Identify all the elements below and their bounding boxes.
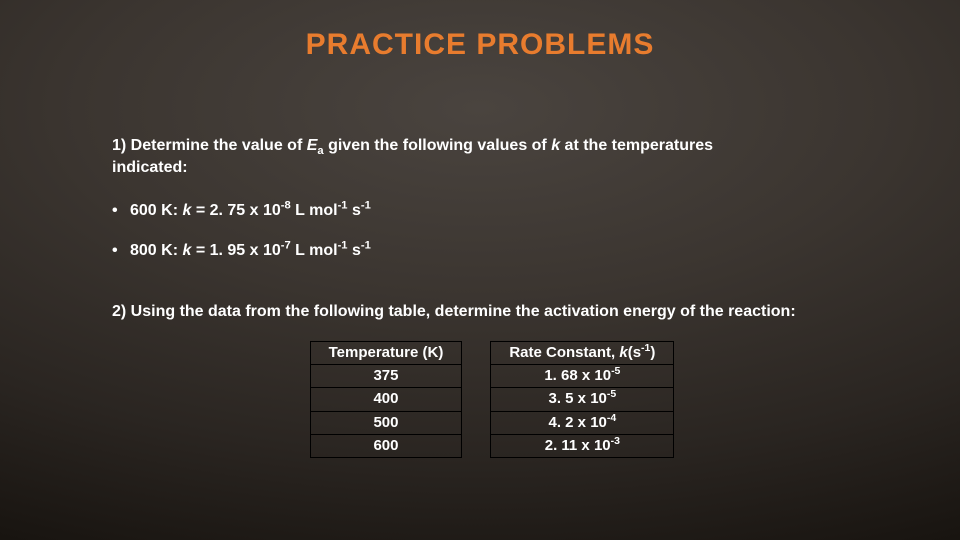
q2-text: 2) Using the data from the following tab… <box>112 303 796 320</box>
table-spacer <box>462 365 491 388</box>
data-table-wrap: Temperature (K) Rate Constant, k(s-1) 37… <box>112 341 872 458</box>
table-cell-temp: 500 <box>310 411 462 434</box>
bullet-u2exp: -1 <box>361 239 371 251</box>
table-head-rate: Rate Constant, k(s-1) <box>491 341 674 364</box>
q1-suffix: at the temperatures <box>560 137 713 154</box>
bullet-exp: -7 <box>281 239 291 251</box>
table-cell-rate: 4. 2 x 10-4 <box>491 411 674 434</box>
th-p2: ) <box>650 344 655 361</box>
q1-mid: given the following values of <box>324 137 552 154</box>
slide-body: 1) Determine the value of Ea given the f… <box>112 135 872 458</box>
bullet-unit2: s <box>348 242 361 259</box>
table-spacer <box>462 388 491 411</box>
table-row: 500 4. 2 x 10-4 <box>310 411 674 434</box>
bullet-temp: 600 K: <box>130 202 182 219</box>
question-1: 1) Determine the value of Ea given the f… <box>112 135 872 178</box>
cell-exp: -5 <box>607 388 616 400</box>
bullet-item: 800 K: k = 1. 95 x 10-7 L mol-1 s-1 <box>112 240 872 262</box>
cell-base: 3. 5 x 10 <box>549 390 607 407</box>
table-cell-temp: 600 <box>310 434 462 457</box>
q1-var-E: E <box>307 137 318 154</box>
bullet-unit1: L mol <box>291 242 338 259</box>
table-spacer <box>462 434 491 457</box>
cell-exp: -5 <box>611 365 620 377</box>
data-table: Temperature (K) Rate Constant, k(s-1) 37… <box>310 341 675 458</box>
q1-line2: indicated: <box>112 159 188 176</box>
table-spacer <box>462 341 491 364</box>
question-2: 2) Using the data from the following tab… <box>112 301 872 323</box>
table-row: 600 2. 11 x 10-3 <box>310 434 674 457</box>
table-cell-temp: 375 <box>310 365 462 388</box>
bullet-u1exp: -1 <box>338 239 348 251</box>
cell-base: 1. 68 x 10 <box>544 367 611 384</box>
table-row: 375 1. 68 x 10-5 <box>310 365 674 388</box>
cell-exp: -3 <box>611 435 620 447</box>
th-k: k <box>619 344 627 361</box>
q1-k: k <box>551 137 560 154</box>
slide: PRACTICE PROBLEMS 1) Determine the value… <box>0 0 960 540</box>
bullet-u2exp: -1 <box>361 200 371 212</box>
bullet-unit1: L mol <box>291 202 338 219</box>
table-cell-rate: 1. 68 x 10-5 <box>491 365 674 388</box>
table-cell-rate: 2. 11 x 10-3 <box>491 434 674 457</box>
table-row: 400 3. 5 x 10-5 <box>310 388 674 411</box>
bullet-exp: -8 <box>281 200 291 212</box>
bullet-eq: = 2. 75 x 10 <box>191 202 280 219</box>
bullet-temp: 800 K: <box>130 242 182 259</box>
th-prefix: Rate Constant, <box>509 344 619 361</box>
q1-text: 1) Determine the value of <box>112 137 307 154</box>
cell-base: 2. 11 x 10 <box>545 437 611 454</box>
table-row: Temperature (K) Rate Constant, k(s-1) <box>310 341 674 364</box>
table-cell-temp: 400 <box>310 388 462 411</box>
table-head-temp: Temperature (K) <box>310 341 462 364</box>
bullet-unit2: s <box>348 202 361 219</box>
bullet-u1exp: -1 <box>338 200 348 212</box>
cell-exp: -4 <box>607 412 616 424</box>
th-exp: -1 <box>641 342 650 354</box>
slide-title: PRACTICE PROBLEMS <box>0 28 960 62</box>
cell-base: 4. 2 x 10 <box>549 414 607 431</box>
th-p1: (s <box>628 344 641 361</box>
table-cell-rate: 3. 5 x 10-5 <box>491 388 674 411</box>
bullet-item: 600 K: k = 2. 75 x 10-8 L mol-1 s-1 <box>112 200 872 222</box>
bullet-eq: = 1. 95 x 10 <box>191 242 280 259</box>
table-spacer <box>462 411 491 434</box>
